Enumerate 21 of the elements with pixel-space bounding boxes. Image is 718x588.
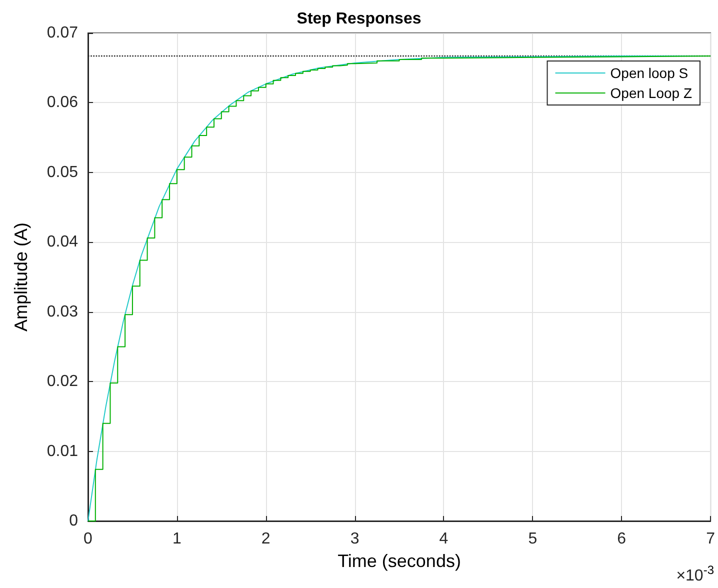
x-tick-label: 1 xyxy=(172,530,182,548)
x-tick-label: 5 xyxy=(528,530,538,548)
x-tick-label: 7 xyxy=(706,530,716,548)
y-axis-title: Amplitude (A) xyxy=(11,222,31,332)
chart-title: Step Responses xyxy=(296,10,422,28)
legend-label: Open Loop Z xyxy=(610,85,692,101)
x-tick-label: 4 xyxy=(439,530,448,548)
y-tick-label: 0.05 xyxy=(46,164,78,181)
y-tick-label: 0.06 xyxy=(46,94,78,112)
y-tick-label: 0.07 xyxy=(46,24,78,42)
legend-label: Open loop S xyxy=(610,65,688,81)
x-tick-label: 3 xyxy=(350,530,360,548)
x-tick-label: 6 xyxy=(617,530,626,548)
y-tick-label: 0.01 xyxy=(46,442,78,460)
x-axis-title: Time (seconds) xyxy=(338,550,461,571)
x-tick-label: 0 xyxy=(84,530,93,548)
y-tick-label: 0.03 xyxy=(46,303,78,320)
y-tick-label: 0.02 xyxy=(46,373,78,390)
y-tick-label: 0.04 xyxy=(46,234,78,251)
x-tick-label: 2 xyxy=(261,530,270,548)
y-tick-label: 0 xyxy=(69,512,78,530)
